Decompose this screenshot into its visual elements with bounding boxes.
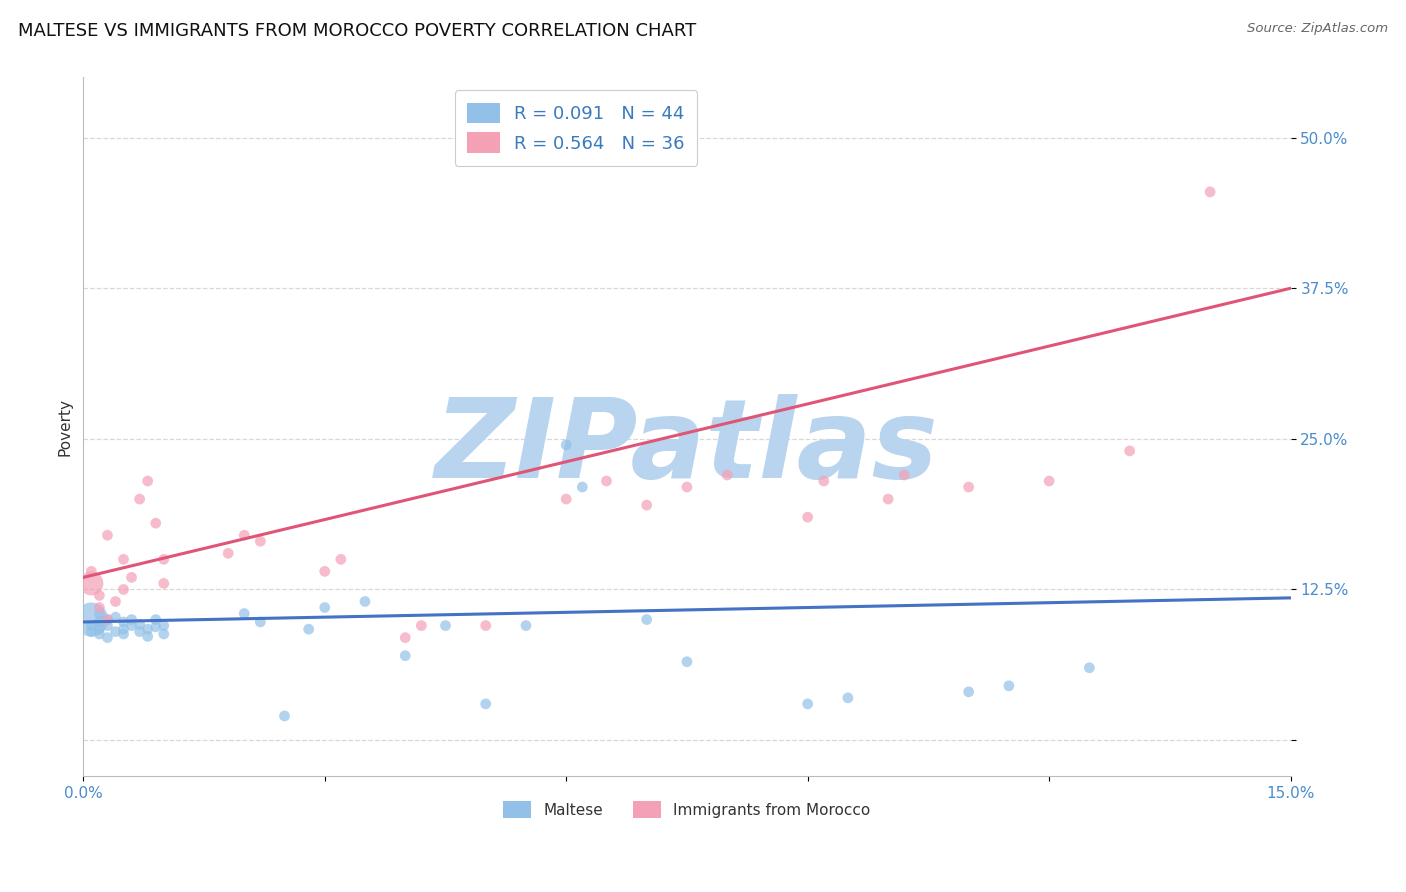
Point bbox=[796, 510, 818, 524]
Point bbox=[595, 474, 617, 488]
Point bbox=[121, 613, 143, 627]
Point bbox=[837, 690, 859, 705]
Point bbox=[80, 613, 103, 627]
Point bbox=[89, 622, 111, 636]
Point bbox=[571, 480, 593, 494]
Point bbox=[434, 618, 457, 632]
Point bbox=[89, 615, 111, 629]
Point bbox=[957, 685, 980, 699]
Text: Source: ZipAtlas.com: Source: ZipAtlas.com bbox=[1247, 22, 1388, 36]
Point bbox=[112, 627, 135, 641]
Point bbox=[136, 622, 159, 636]
Point bbox=[273, 709, 295, 723]
Point bbox=[474, 618, 496, 632]
Point bbox=[89, 589, 111, 603]
Point bbox=[145, 516, 167, 531]
Point bbox=[354, 594, 377, 608]
Point bbox=[136, 629, 159, 643]
Point bbox=[96, 613, 118, 627]
Point bbox=[96, 528, 118, 542]
Point bbox=[80, 624, 103, 639]
Legend: Maltese, Immigrants from Morocco: Maltese, Immigrants from Morocco bbox=[498, 795, 876, 824]
Point bbox=[298, 622, 321, 636]
Point bbox=[96, 631, 118, 645]
Point bbox=[1199, 185, 1222, 199]
Point bbox=[112, 582, 135, 597]
Point bbox=[813, 474, 835, 488]
Point bbox=[314, 600, 336, 615]
Point bbox=[249, 615, 271, 629]
Point bbox=[128, 624, 150, 639]
Point bbox=[89, 600, 111, 615]
Point bbox=[394, 631, 416, 645]
Point bbox=[145, 613, 167, 627]
Point bbox=[112, 622, 135, 636]
Point bbox=[104, 624, 127, 639]
Point bbox=[249, 534, 271, 549]
Point bbox=[957, 480, 980, 494]
Point bbox=[233, 528, 256, 542]
Point bbox=[1078, 661, 1101, 675]
Point bbox=[474, 697, 496, 711]
Point bbox=[796, 697, 818, 711]
Point bbox=[411, 618, 433, 632]
Point bbox=[96, 613, 118, 627]
Point bbox=[152, 627, 174, 641]
Point bbox=[104, 594, 127, 608]
Point bbox=[314, 565, 336, 579]
Point bbox=[636, 498, 658, 512]
Point bbox=[104, 610, 127, 624]
Point bbox=[89, 627, 111, 641]
Point bbox=[676, 655, 699, 669]
Point bbox=[89, 607, 111, 621]
Point bbox=[716, 468, 738, 483]
Point bbox=[80, 618, 103, 632]
Point bbox=[555, 492, 578, 507]
Point bbox=[128, 617, 150, 632]
Point bbox=[121, 618, 143, 632]
Point bbox=[80, 576, 103, 591]
Point bbox=[636, 613, 658, 627]
Point bbox=[877, 492, 900, 507]
Point bbox=[128, 492, 150, 507]
Point bbox=[136, 474, 159, 488]
Point bbox=[1118, 443, 1140, 458]
Point bbox=[893, 468, 915, 483]
Point bbox=[121, 570, 143, 584]
Point bbox=[233, 607, 256, 621]
Point bbox=[329, 552, 352, 566]
Point bbox=[96, 618, 118, 632]
Text: MALTESE VS IMMIGRANTS FROM MOROCCO POVERTY CORRELATION CHART: MALTESE VS IMMIGRANTS FROM MOROCCO POVER… bbox=[18, 22, 696, 40]
Text: ZIPatlas: ZIPatlas bbox=[434, 394, 939, 501]
Point bbox=[1038, 474, 1060, 488]
Point bbox=[80, 565, 103, 579]
Y-axis label: Poverty: Poverty bbox=[58, 398, 72, 456]
Point bbox=[394, 648, 416, 663]
Point bbox=[515, 618, 537, 632]
Point bbox=[555, 438, 578, 452]
Point bbox=[998, 679, 1021, 693]
Point bbox=[112, 615, 135, 629]
Point bbox=[112, 552, 135, 566]
Point bbox=[152, 576, 174, 591]
Point bbox=[152, 552, 174, 566]
Point bbox=[152, 618, 174, 632]
Point bbox=[676, 480, 699, 494]
Point bbox=[145, 620, 167, 634]
Point bbox=[217, 546, 239, 560]
